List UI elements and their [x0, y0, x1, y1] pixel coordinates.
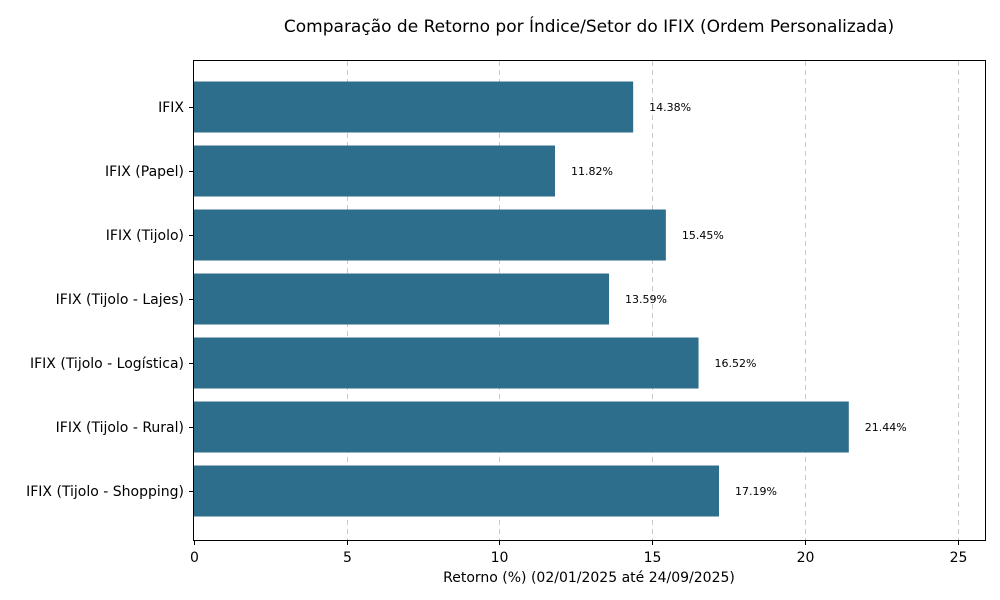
- bar: [194, 81, 634, 133]
- bar: [194, 465, 719, 517]
- category-label: IFIX: [158, 100, 184, 116]
- data-label: 21.44%: [865, 421, 907, 434]
- bar: [194, 401, 849, 453]
- category-label: IFIX (Tijolo): [106, 228, 184, 244]
- category-label: IFIX (Tijolo - Shopping): [26, 484, 184, 500]
- x-tick-label: 20: [797, 550, 815, 566]
- grid-lines: [347, 61, 959, 540]
- x-tick-label: 25: [950, 550, 968, 566]
- bar: [194, 209, 666, 261]
- data-label: 13.59%: [625, 293, 667, 306]
- x-tick-label: 0: [190, 550, 199, 566]
- x-tick-label: 10: [491, 550, 509, 566]
- data-label: 16.52%: [715, 357, 757, 370]
- x-ticks: 0 5 10 15 20 25: [190, 540, 967, 566]
- category-label: IFIX (Tijolo - Lajes): [56, 292, 184, 308]
- data-labels: 14.38% 11.82% 15.45% 13.59% 16.52% 21.44% 17.1…: [571, 101, 907, 498]
- x-axis-label: Retorno (%) (02/01/2025 até 24/09/2025): [443, 570, 735, 586]
- x-tick-label: 15: [644, 550, 662, 566]
- bar: [194, 145, 555, 197]
- bar: [194, 337, 699, 389]
- category-label: IFIX (Tijolo - Rural): [56, 420, 184, 436]
- bars: [194, 81, 849, 517]
- data-label: 17.19%: [735, 485, 777, 498]
- chart-title: Comparação de Retorno por Índice/Setor d…: [284, 15, 894, 37]
- category-label: IFIX (Papel): [105, 164, 184, 180]
- plot-frame: [193, 60, 986, 541]
- data-label: 11.82%: [571, 165, 613, 178]
- category-labels: IFIX IFIX (Papel) IFIX (Tijolo) IFIX (Tijol…: [26, 100, 194, 500]
- data-label: 14.38%: [649, 101, 691, 114]
- x-tick-label: 5: [343, 550, 352, 566]
- data-label: 15.45%: [682, 229, 724, 242]
- bar: [194, 273, 610, 325]
- category-label: IFIX (Tijolo - Logística): [30, 356, 184, 372]
